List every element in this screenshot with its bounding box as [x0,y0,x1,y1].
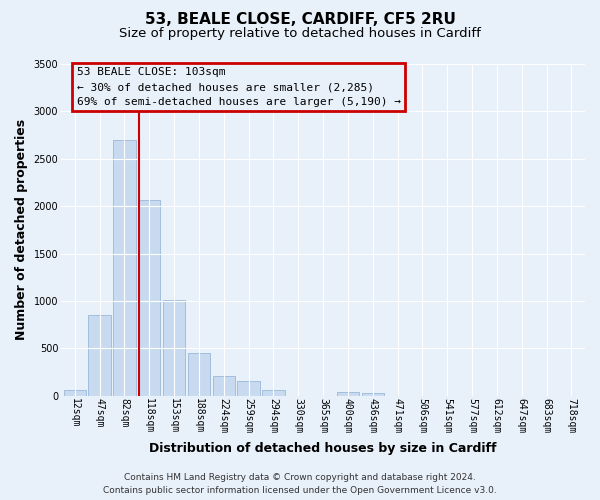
Bar [64,390,86,396]
Bar [362,394,384,396]
Text: 53, BEALE CLOSE, CARDIFF, CF5 2RU: 53, BEALE CLOSE, CARDIFF, CF5 2RU [145,12,455,28]
Bar [337,392,359,396]
Bar [212,376,235,396]
Bar [163,300,185,396]
X-axis label: Distribution of detached houses by size in Cardiff: Distribution of detached houses by size … [149,442,497,455]
Bar [88,315,111,396]
Y-axis label: Number of detached properties: Number of detached properties [15,120,28,340]
Bar [262,390,284,396]
Bar [188,353,210,396]
Bar [113,140,136,396]
Text: Size of property relative to detached houses in Cardiff: Size of property relative to detached ho… [119,28,481,40]
Text: Contains HM Land Registry data © Crown copyright and database right 2024.
Contai: Contains HM Land Registry data © Crown c… [103,474,497,495]
Bar [238,382,260,396]
Text: 53 BEALE CLOSE: 103sqm
← 30% of detached houses are smaller (2,285)
69% of semi-: 53 BEALE CLOSE: 103sqm ← 30% of detached… [77,68,401,107]
Bar [138,200,160,396]
